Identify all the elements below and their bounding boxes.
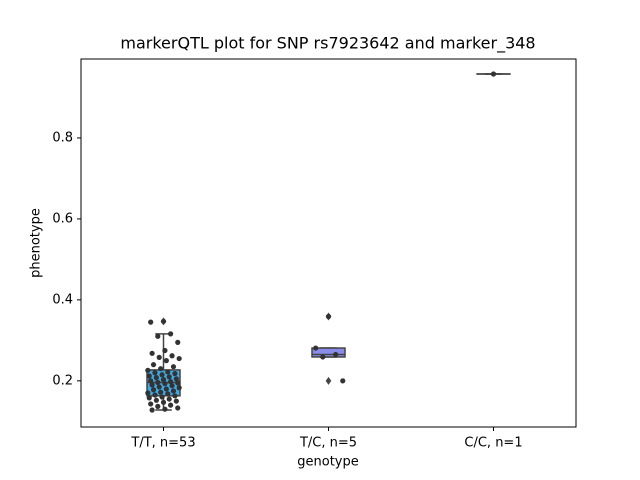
strip-point [169,353,175,359]
y-tick-label: 0.6 [52,211,73,226]
strip-point [150,362,157,368]
strip-point [155,333,161,339]
strip-point [159,372,165,378]
strip-point [168,331,174,337]
strip-point [149,407,155,413]
strip-point [166,374,172,380]
strip-point [156,384,162,390]
strip-point [160,318,167,324]
strip-point [152,392,158,398]
strip-point [175,380,181,386]
strip-point [168,379,174,385]
strip-point [148,319,154,325]
x-tick-label: C/C, n=1 [464,436,522,451]
strip-point [173,398,179,404]
strip-point [176,355,182,362]
chart-title: markerQTL plot for SNP rs7923642 and mar… [120,34,535,54]
strip-point [149,350,155,356]
strip-point [333,351,339,358]
strip-point [155,403,161,409]
strip-point [325,313,332,320]
strip-point [155,379,161,386]
strip-point [170,364,177,370]
y-tick-label: 0.2 [52,373,73,388]
strip-point [163,358,169,364]
strip-point [313,345,319,351]
strip-point [149,382,155,388]
strip-point [162,381,168,387]
y-axis-label: phenotype [29,208,44,278]
strip-point [162,406,168,412]
strip-point [163,386,169,392]
strip-point [146,395,152,401]
strip-point [166,396,172,402]
strip-point [158,389,164,395]
strip-point [158,366,164,372]
strip-point [169,383,175,389]
strip-point [175,405,181,411]
strip-point [146,373,152,379]
x-tick-label: T/T, n=53 [130,436,195,451]
strip-point [172,370,178,377]
strip-point [173,376,179,382]
strip-point [340,378,346,384]
strip-point [153,397,159,403]
strip-point [159,394,165,400]
x-tick-label: T/C, n=5 [299,436,357,451]
y-tick-label: 0.4 [52,292,73,307]
strip-point [168,402,174,408]
strip-point [165,391,171,397]
strip-point [490,71,497,77]
y-tick-label: 0.8 [52,130,73,145]
strip-point [175,339,181,345]
strip-point [148,401,154,407]
strip-point [145,390,151,396]
strip-point [150,387,157,393]
strip-point [145,367,151,373]
flier [325,376,332,385]
strip-point [320,354,326,360]
strip-point [176,385,182,391]
strip-point [148,378,154,384]
strip-point [172,393,178,399]
box [311,347,346,358]
strip-point [160,399,167,405]
x-axis-label: genotype [297,455,358,470]
strip-point [165,369,171,375]
strip-point [170,388,177,394]
strip-point [160,377,167,383]
strip-point [156,354,162,360]
strip-point [162,347,168,354]
strip-point [153,375,159,381]
strip-point [152,370,158,376]
